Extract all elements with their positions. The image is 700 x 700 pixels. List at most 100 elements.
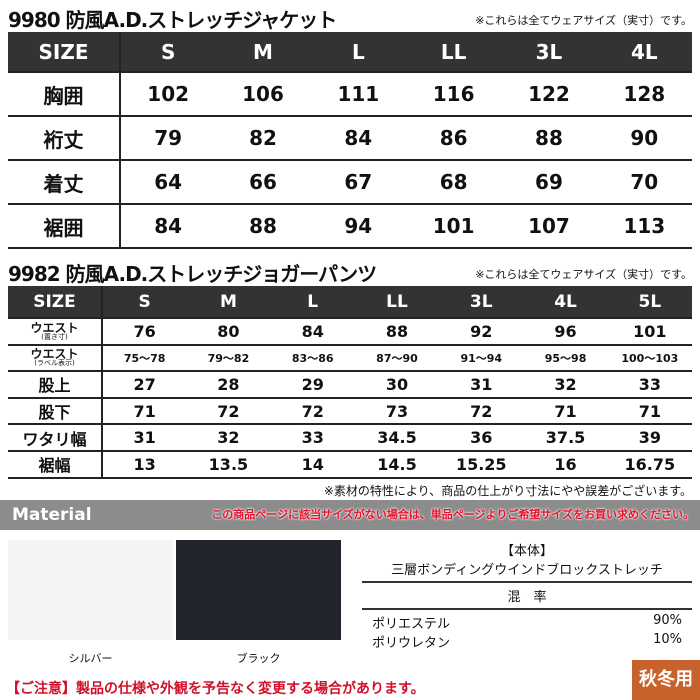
color-swatch-silver <box>8 540 173 640</box>
cell: 72 <box>270 397 355 426</box>
cell: 16 <box>523 450 608 479</box>
cell: 31 <box>102 424 187 452</box>
percent: 10% <box>653 632 682 647</box>
divider <box>362 581 692 583</box>
jacket-note: ※これらは全てウェアサイズ（実寸）です。 <box>475 14 692 27</box>
cell: 88 <box>501 116 597 161</box>
row-label: 裄丈 <box>8 116 121 161</box>
cell: 15.25 <box>439 450 524 479</box>
cell: 102 <box>120 72 216 117</box>
label: ウエスト <box>30 320 79 335</box>
cell: 95〜98 <box>523 344 608 373</box>
size-header: LL <box>354 286 440 319</box>
row-label: ウエスト (置き寸) <box>8 318 103 346</box>
color-label: シルバー <box>68 652 113 665</box>
table-row: 着丈 64 66 67 68 69 70 <box>8 160 692 205</box>
cell: 101 <box>607 318 692 346</box>
percent: 90% <box>653 613 682 628</box>
cell: 31 <box>439 371 524 399</box>
cell: 94 <box>310 204 406 249</box>
cell: 68 <box>405 160 502 205</box>
cell: 37.5 <box>523 424 608 452</box>
size-warning: この商品ページに該当サイズがない場合は、単品ページよりご希望サイズをお買い求めく… <box>211 508 694 521</box>
cell: 32 <box>186 424 271 452</box>
table-row: 胸囲 102 106 111 116 122 128 <box>8 72 692 117</box>
cell: 13.5 <box>186 450 271 479</box>
cell: 33 <box>607 371 692 399</box>
cell: 39 <box>607 424 692 452</box>
row-label: 裾囲 <box>8 204 121 249</box>
row-label: 裾幅 <box>8 450 103 479</box>
table-row: 股上 27 28 29 30 31 32 33 <box>8 371 692 399</box>
cell: 82 <box>215 116 311 161</box>
cell: 67 <box>310 160 406 205</box>
ratio-label: 混 率 <box>507 590 547 605</box>
cell: 71 <box>102 397 187 426</box>
row-label: ワタリ幅 <box>8 424 103 452</box>
cell: 66 <box>215 160 311 205</box>
row-label: ウエスト (ラベル表示) <box>8 344 103 373</box>
cell: 100〜103 <box>607 344 692 373</box>
cell: 75〜78 <box>102 344 187 373</box>
cell: 28 <box>186 371 271 399</box>
size-header: LL <box>405 32 502 73</box>
cell: 80 <box>186 318 271 346</box>
composition-row: ポリウレタン 10% <box>362 632 692 651</box>
cell: 128 <box>596 72 692 117</box>
pants-title: 9982 防風A.D.ストレッチジョガーパンツ <box>8 262 377 286</box>
table-row: ウエスト (ラベル表示) 75〜78 79〜82 83〜86 87〜90 91〜94 95〜9… <box>8 344 692 373</box>
cell: 88 <box>215 204 311 249</box>
cell: 111 <box>310 72 406 117</box>
caution-note: 【ご注意】製品の仕様や外観を予告なく変更する場合があります。 <box>6 681 425 697</box>
size-header: 4L <box>596 32 692 73</box>
label-sub: (ラベル表示) <box>34 359 75 368</box>
body-label: 【本体】 <box>500 544 553 559</box>
size-header: L <box>270 286 355 319</box>
cell: 27 <box>102 371 187 399</box>
size-header: L <box>310 32 406 73</box>
size-header: 3L <box>439 286 524 319</box>
pants-size-table: SIZE S M L LL 3L 4L 5L ウエスト (置き寸) 76 80 84 88… <box>8 286 692 479</box>
cell: 71 <box>607 397 692 426</box>
row-label: 股上 <box>8 371 103 399</box>
cell: 73 <box>354 397 440 426</box>
divider <box>362 608 692 610</box>
cell: 96 <box>523 318 608 346</box>
cell: 88 <box>354 318 440 346</box>
cell: 71 <box>523 397 608 426</box>
cell: 84 <box>310 116 406 161</box>
row-label: 股下 <box>8 397 103 426</box>
fabric-name: 三層ボンディングウインドブロックストレッチ <box>391 563 663 578</box>
row-label: 胸囲 <box>8 72 121 117</box>
jacket-size-table: SIZE S M L LL 3L 4L 胸囲 102 106 111 116 122 128… <box>8 32 692 249</box>
cell: 107 <box>501 204 597 249</box>
cell: 116 <box>405 72 502 117</box>
tolerance-footnote: ※素材の特性により、商品の仕上がり寸法にやや誤差がございます。 <box>323 484 692 498</box>
cell: 92 <box>439 318 524 346</box>
cell: 91〜94 <box>439 344 524 373</box>
cell: 83〜86 <box>270 344 355 373</box>
cell: 84 <box>270 318 355 346</box>
label-sub: (置き寸) <box>41 332 68 341</box>
cell: 84 <box>120 204 216 249</box>
material-bar: Material この商品ページに該当サイズがない場合は、単品ページよりご希望サ… <box>0 500 700 530</box>
size-header: M <box>186 286 271 319</box>
size-header: SIZE <box>8 286 103 319</box>
size-header: SIZE <box>8 32 121 73</box>
cell: 86 <box>405 116 502 161</box>
label: ウエスト <box>30 347 79 362</box>
size-header: 4L <box>523 286 608 319</box>
size-header: 3L <box>501 32 597 73</box>
cell: 122 <box>501 72 597 117</box>
cell: 36 <box>439 424 524 452</box>
fiber: ポリエステル <box>372 617 451 632</box>
table-row: 裾幅 13 13.5 14 14.5 15.25 16 16.75 <box>8 450 692 479</box>
cell: 16.75 <box>607 450 692 479</box>
cell: 34.5 <box>354 424 440 452</box>
cell: 32 <box>523 371 608 399</box>
cell: 30 <box>354 371 440 399</box>
pants-note: ※これらは全てウェアサイズ（実寸）です。 <box>475 268 692 281</box>
fiber: ポリウレタン <box>372 636 451 651</box>
cell: 72 <box>439 397 524 426</box>
table-row: 裾囲 84 88 94 101 107 113 <box>8 204 692 249</box>
